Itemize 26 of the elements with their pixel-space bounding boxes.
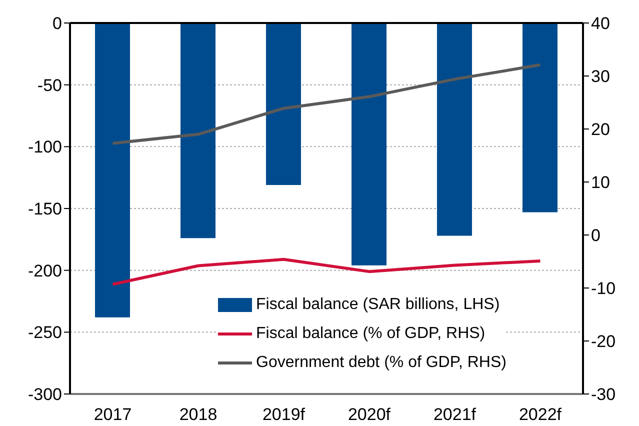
line-series xyxy=(111,63,542,145)
y2-tick-label: 0 xyxy=(591,226,600,246)
legend-label: Fiscal balance (% of GDP, RHS) xyxy=(256,324,486,342)
y-tick-label: -300 xyxy=(28,385,62,404)
y-tick-label: -250 xyxy=(28,323,62,342)
y2-tick-label: 10 xyxy=(591,173,610,192)
y2-tick-label: 30 xyxy=(591,67,610,86)
line-series xyxy=(111,258,542,286)
y2-tick-label: -10 xyxy=(591,279,616,298)
x-tick-label: 2020f xyxy=(348,405,391,424)
x-tick-label: 2021f xyxy=(433,405,476,424)
y2-tick-label: 20 xyxy=(591,120,610,140)
y-tick-label: 0 xyxy=(52,14,62,34)
legend-label: Fiscal balance (SAR billions, LHS) xyxy=(256,296,500,314)
legend-label: Government debt (% of GDP, RHS) xyxy=(256,354,506,372)
y-tick-label: -200 xyxy=(28,261,62,280)
y-tick-label: -50 xyxy=(37,76,62,95)
x-tick-label: 2019f xyxy=(262,405,306,424)
x-tick-label: 2017 xyxy=(94,405,132,424)
y2-tick-label: 40 xyxy=(591,14,610,34)
y-tick-label: -150 xyxy=(28,200,62,219)
x-tick-label: 2018 xyxy=(179,405,218,424)
x-tick-label: 2022f xyxy=(518,405,562,424)
y2-tick-label: -30 xyxy=(591,385,616,404)
y-tick-label: -100 xyxy=(28,138,62,157)
y2-tick-label: -20 xyxy=(591,332,616,352)
